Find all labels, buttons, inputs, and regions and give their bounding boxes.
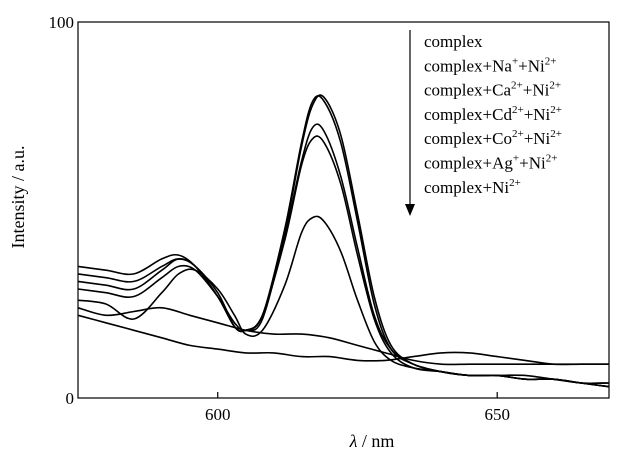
legend-entry-4: complex+Cd2++Ni2+​ bbox=[424, 104, 562, 124]
series-line-6 bbox=[77, 306, 609, 366]
series-line-5 bbox=[77, 215, 610, 385]
axis-ticks: 600 650 0 100 bbox=[49, 13, 510, 424]
y-tick-label: 100 bbox=[49, 13, 75, 32]
legend-entry-5: complex+Co2++Ni2+​ bbox=[424, 128, 562, 148]
legend-entry-3: complex+Ca2++Ni2+​ bbox=[424, 80, 561, 100]
legend-entry-7: complex+Ni2+​ bbox=[424, 177, 521, 197]
legend-entry-1: complex bbox=[424, 32, 483, 51]
down-arrow-icon bbox=[405, 204, 415, 216]
plot-border bbox=[77, 21, 610, 399]
series-line-7 bbox=[77, 314, 609, 366]
x-tick-label: 650 bbox=[484, 405, 510, 424]
x-axis-label: λ / nm bbox=[349, 431, 395, 451]
legend: complex complex+Na++Ni2+​ complex+Ca2++Ni2… bbox=[405, 30, 562, 216]
plot-frame bbox=[77, 21, 610, 399]
y-axis-label: Intensity / a.u. bbox=[8, 146, 28, 249]
x-tick-label: 600 bbox=[205, 405, 231, 424]
legend-entry-2: complex+Na++Ni2+​ bbox=[424, 55, 556, 75]
legend-entry-6: complex+Ag++Ni2+​ bbox=[424, 153, 557, 173]
series-layer bbox=[77, 94, 610, 388]
y-tick-label: 0 bbox=[66, 389, 75, 408]
